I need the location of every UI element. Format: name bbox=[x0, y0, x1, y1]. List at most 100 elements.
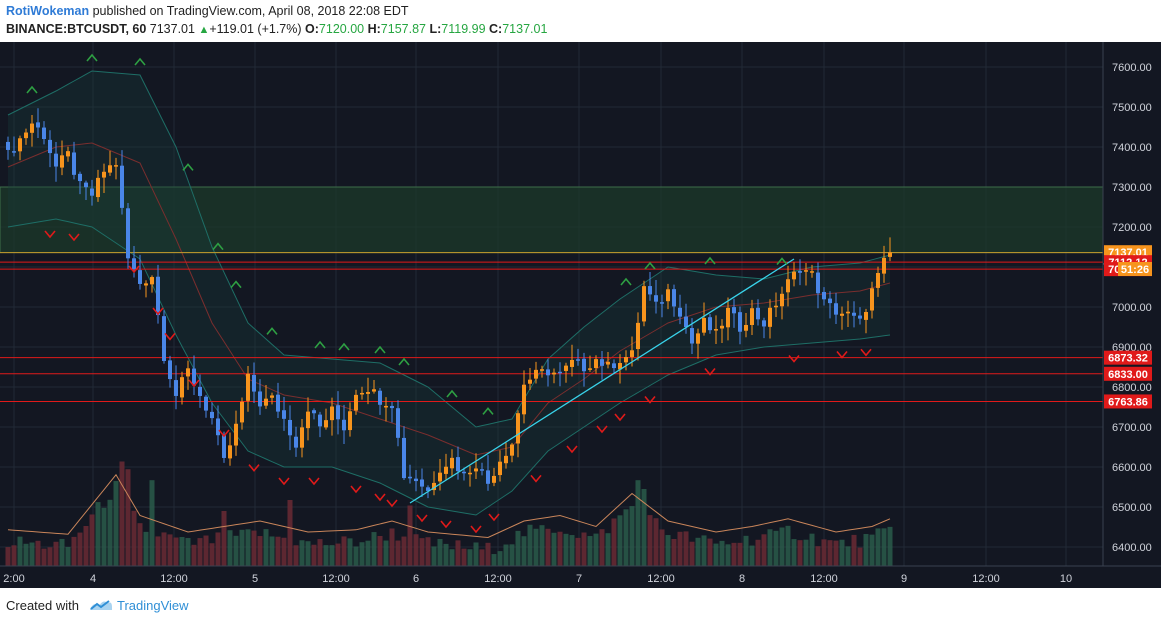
tradingview-link[interactable]: TradingView bbox=[117, 598, 189, 613]
candle-body bbox=[30, 123, 34, 133]
candle-body bbox=[408, 476, 412, 479]
candle-body bbox=[888, 252, 892, 257]
candle-body bbox=[468, 472, 472, 475]
price-axis[interactable] bbox=[1103, 42, 1161, 588]
candle-body bbox=[678, 307, 682, 317]
candle-body bbox=[474, 468, 478, 472]
price-label-text: 6833.00 bbox=[1108, 369, 1148, 381]
candle-body bbox=[732, 307, 736, 314]
volume-bar bbox=[647, 515, 653, 566]
candle-body bbox=[696, 333, 700, 344]
volume-bar bbox=[881, 528, 887, 566]
candle-body bbox=[522, 384, 526, 415]
price-tick-label: 7500.00 bbox=[1112, 102, 1152, 114]
time-tick-label: 2:00 bbox=[3, 573, 24, 585]
price-label-bg bbox=[1104, 394, 1152, 409]
volume-bar bbox=[329, 545, 335, 566]
trendline[interactable] bbox=[409, 258, 795, 504]
price-chart[interactable]: 7600.007500.007400.007300.007200.007100.… bbox=[0, 42, 1161, 588]
candle-body bbox=[168, 360, 172, 380]
volume-bar bbox=[215, 532, 221, 566]
volume-bar bbox=[617, 515, 623, 566]
time-axis[interactable]: 2:00 4 12:00 5 12:00 6 12:00 7 12:00 8 12:00 9 12:00… bbox=[3, 573, 1072, 585]
volume-bar bbox=[707, 538, 713, 566]
volume-bar bbox=[671, 539, 677, 566]
down-signal-icon bbox=[308, 477, 320, 486]
up-signal-icon bbox=[644, 261, 656, 270]
volume-bar bbox=[431, 546, 437, 566]
candle-body bbox=[708, 317, 712, 331]
candle-body bbox=[684, 316, 688, 328]
time-tick-label: 8 bbox=[739, 573, 745, 585]
volume-bar bbox=[719, 540, 725, 566]
candle-body bbox=[552, 372, 556, 375]
volume-bar bbox=[89, 514, 95, 566]
candle-body bbox=[564, 365, 568, 371]
candle-body bbox=[54, 153, 58, 167]
volume-bar bbox=[365, 540, 371, 566]
volume-bar bbox=[389, 528, 395, 566]
volume-bar bbox=[857, 547, 863, 566]
band-fill bbox=[8, 71, 890, 515]
volume-bar bbox=[635, 480, 641, 566]
volume-bar bbox=[539, 525, 545, 566]
down-signal-icon bbox=[152, 307, 164, 316]
candle-body bbox=[438, 472, 442, 482]
volume-bar bbox=[503, 544, 509, 566]
volume-bar bbox=[887, 526, 893, 566]
volume-bar bbox=[611, 518, 617, 566]
open-label: O: bbox=[305, 22, 319, 36]
volume-bar bbox=[677, 531, 683, 566]
up-signal-icon bbox=[212, 242, 224, 251]
candles bbox=[6, 108, 892, 499]
volume-bar bbox=[581, 532, 587, 566]
candle-body bbox=[558, 371, 562, 374]
up-signal-icon bbox=[482, 407, 494, 415]
up-signal-icon bbox=[446, 389, 458, 398]
candle-body bbox=[366, 392, 370, 394]
price-change: +119.01 (+1.7%) bbox=[209, 22, 302, 36]
low-label: L: bbox=[429, 22, 442, 36]
up-signal-icon bbox=[266, 327, 278, 335]
volume-bar bbox=[785, 525, 791, 566]
candle-body bbox=[426, 487, 430, 491]
resistance-zone-rect bbox=[0, 186, 1104, 254]
candle-body bbox=[618, 363, 622, 370]
author-link[interactable]: RotiWokeman bbox=[6, 4, 90, 18]
volume-bar bbox=[749, 545, 755, 566]
candle-body bbox=[336, 405, 340, 420]
chart-background bbox=[0, 42, 1161, 588]
volume-bar bbox=[527, 524, 533, 566]
candle-body bbox=[102, 171, 106, 178]
candle-body bbox=[174, 380, 178, 396]
volume-bar bbox=[803, 539, 809, 566]
volume-bar bbox=[191, 544, 197, 566]
down-signal-icon bbox=[704, 367, 716, 376]
volume-bar bbox=[137, 523, 143, 566]
candle-body bbox=[768, 307, 772, 327]
volume-bar bbox=[641, 489, 647, 566]
price-tick-label: 7600.00 bbox=[1112, 62, 1152, 74]
volume-bar bbox=[371, 532, 377, 566]
close-value: 7137.01 bbox=[502, 22, 548, 36]
candle-body bbox=[12, 151, 16, 153]
volume-bar bbox=[77, 532, 83, 566]
candle-body bbox=[624, 357, 628, 363]
volume-bar bbox=[623, 509, 629, 566]
price-axis-ticks: 7600.007500.007400.007300.007200.007100.… bbox=[1112, 62, 1152, 554]
volume-bar bbox=[293, 545, 299, 566]
volume-bar bbox=[299, 540, 305, 566]
candle-body bbox=[264, 398, 268, 406]
candle-body bbox=[348, 411, 352, 431]
volume-bar bbox=[491, 554, 497, 566]
up-signal-icon bbox=[230, 280, 242, 289]
volume-bar bbox=[287, 500, 293, 566]
candle-body bbox=[126, 208, 130, 259]
volume-bar bbox=[695, 537, 701, 566]
volume-bar bbox=[71, 536, 77, 566]
candle-body bbox=[420, 479, 424, 487]
time-tick-label: 5 bbox=[252, 573, 258, 585]
candle-body bbox=[660, 302, 664, 304]
candle-body bbox=[300, 427, 304, 448]
down-signal-icon bbox=[164, 332, 176, 341]
